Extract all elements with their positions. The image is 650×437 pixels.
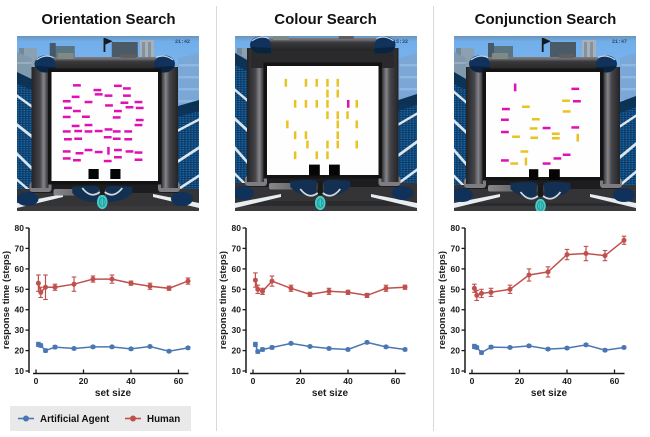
svg-text:60: 60 [232, 264, 242, 274]
svg-text:60: 60 [391, 376, 401, 386]
svg-text:response time (steps): response time (steps) [218, 251, 229, 349]
svg-text:30: 30 [451, 325, 461, 335]
svg-text:set size: set size [531, 388, 568, 399]
svg-text:set size: set size [95, 388, 132, 399]
svg-text:80: 80 [451, 223, 461, 233]
svg-text:20: 20 [15, 346, 25, 356]
svg-text:40: 40 [232, 305, 242, 315]
svg-text:60: 60 [451, 264, 461, 274]
svg-text:response time (steps): response time (steps) [1, 251, 12, 349]
svg-text:70: 70 [15, 243, 25, 253]
svg-text:50: 50 [15, 284, 25, 294]
svg-text:40: 40 [451, 305, 461, 315]
svg-text:20: 20 [79, 376, 89, 386]
svg-text:20: 20 [515, 376, 525, 386]
svg-text:20: 20 [232, 346, 242, 356]
svg-text:60: 60 [610, 376, 620, 386]
svg-text:80: 80 [15, 223, 25, 233]
svg-text:40: 40 [562, 376, 572, 386]
svg-text:20: 20 [451, 346, 461, 356]
svg-text:15:32: 15:32 [393, 39, 408, 45]
svg-text:0: 0 [34, 376, 39, 386]
svg-text:50: 50 [232, 284, 242, 294]
svg-text:Artificial Agent: Artificial Agent [40, 414, 110, 425]
svg-text:70: 70 [232, 243, 242, 253]
svg-text:Human: Human [147, 414, 180, 425]
svg-text:21:42: 21:42 [175, 39, 190, 45]
svg-text:40: 40 [126, 376, 136, 386]
svg-text:30: 30 [232, 325, 242, 335]
svg-text:40: 40 [343, 376, 353, 386]
svg-text:set size: set size [312, 388, 349, 399]
svg-text:0: 0 [470, 376, 475, 386]
svg-text:60: 60 [174, 376, 184, 386]
svg-text:50: 50 [451, 284, 461, 294]
svg-text:0: 0 [251, 376, 256, 386]
svg-text:60: 60 [15, 264, 25, 274]
svg-text:20: 20 [296, 376, 306, 386]
svg-text:70: 70 [451, 243, 461, 253]
svg-text:response time (steps): response time (steps) [437, 251, 448, 349]
svg-text:30: 30 [15, 325, 25, 335]
svg-text:10: 10 [451, 366, 461, 376]
svg-text:10: 10 [232, 366, 242, 376]
svg-text:21:47: 21:47 [612, 39, 627, 45]
svg-text:40: 40 [15, 305, 25, 315]
svg-text:10: 10 [15, 366, 25, 376]
svg-text:80: 80 [232, 223, 242, 233]
